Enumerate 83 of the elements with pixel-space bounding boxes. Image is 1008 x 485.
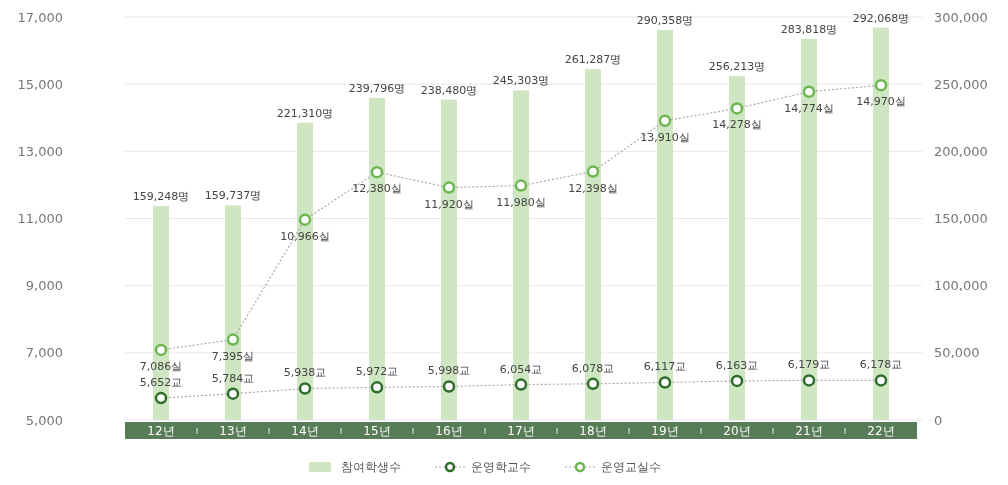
legend-label: 운영교실수: [601, 460, 661, 475]
point: [370, 381, 384, 394]
point: [730, 102, 744, 115]
point: [442, 380, 456, 393]
data-label: 5,998교: [427, 364, 471, 378]
x-tick-label: 17년: [507, 424, 535, 439]
x-tick-label: 13년: [219, 424, 247, 439]
data-label: 239,796명: [348, 81, 406, 95]
x-tick-label: 18년: [579, 424, 607, 439]
x-tick-label: 15년: [363, 424, 391, 439]
data-label: 159,737명: [204, 189, 262, 203]
data-label: 159,248명: [132, 190, 190, 204]
data-label: 7,395실: [211, 349, 255, 363]
point: [298, 213, 312, 226]
y-tick-label: 9,000: [25, 278, 63, 294]
point: [586, 165, 600, 178]
y-tick-label: 7,000: [25, 345, 63, 361]
point: [730, 374, 744, 388]
y2-tick-label: 150,000: [934, 211, 988, 227]
point: [874, 374, 888, 387]
data-label: 238,480명: [420, 83, 478, 97]
point: [586, 377, 600, 391]
point: [802, 374, 816, 387]
point: [658, 376, 672, 389]
data-label: 5,784교: [211, 371, 255, 385]
point: [514, 179, 528, 192]
point: [226, 333, 240, 346]
y-tick-label: 5,000: [25, 412, 63, 428]
data-label: 6,117교: [643, 360, 687, 374]
data-label: 245,303명: [492, 74, 550, 88]
y-tick-label: 15,000: [17, 76, 63, 92]
data-label: 5,972교: [355, 365, 399, 379]
y-tick-label: 17,000: [17, 9, 63, 25]
point: [154, 343, 168, 357]
point: [514, 378, 528, 391]
point: [658, 114, 672, 128]
data-label: 6,054교: [499, 362, 543, 376]
data-label: 10,966실: [280, 229, 330, 243]
data-label: 6,179교: [787, 358, 831, 372]
x-tick-label: 16년: [435, 424, 463, 439]
data-label: 7,086실: [139, 359, 183, 373]
y2-tick-label: 50,000: [934, 345, 980, 361]
data-label: 6,178교: [859, 358, 903, 372]
data-label: 283,818명: [780, 22, 838, 36]
data-label: 5,652교: [139, 376, 183, 390]
y-tick-label: 13,000: [17, 143, 63, 159]
y2-tick-label: 100,000: [934, 278, 988, 294]
x-tick-label: 12년: [147, 424, 175, 439]
data-label: 11,980실: [496, 195, 546, 209]
legend-label: 운영학교수: [471, 460, 531, 475]
y2-tick-label: 200,000: [934, 143, 988, 159]
data-label: 12,380실: [352, 182, 402, 196]
point: [370, 165, 384, 179]
x-tick-label: 19년: [651, 424, 679, 439]
data-label: 14,970실: [856, 95, 906, 109]
y2-tick-label: 250,000: [934, 76, 988, 92]
data-label: 5,938교: [283, 366, 327, 380]
point: [442, 181, 456, 194]
data-label: 261,287명: [564, 53, 622, 66]
x-tick-label: 14년: [291, 424, 319, 439]
data-label: 292,068명: [852, 11, 910, 25]
point: [226, 387, 240, 400]
data-label: 6,078교: [571, 361, 615, 375]
point: [298, 382, 312, 395]
data-label: 6,163교: [715, 358, 759, 372]
legend-label: 참여학생수: [341, 460, 401, 475]
data-label: 11,920실: [424, 197, 474, 211]
point: [802, 85, 816, 99]
data-label: 14,774실: [784, 101, 834, 115]
x-tick-label: 22년: [867, 424, 895, 439]
x-tick-label: 21년: [795, 424, 823, 439]
x-tick-label: 20년: [723, 424, 751, 439]
data-label: 290,358명: [636, 13, 694, 27]
y2-tick-label: 0: [934, 412, 943, 428]
data-label: 256,213명: [708, 59, 766, 73]
data-label: 13,910실: [640, 130, 690, 144]
data-label: 221,310명: [276, 106, 334, 120]
y-tick-label: 11,000: [17, 211, 63, 227]
point: [154, 391, 168, 405]
y2-tick-label: 300,000: [934, 9, 988, 25]
point: [874, 78, 888, 92]
data-label: 14,278실: [712, 118, 762, 132]
data-label: 12,398실: [568, 181, 618, 195]
